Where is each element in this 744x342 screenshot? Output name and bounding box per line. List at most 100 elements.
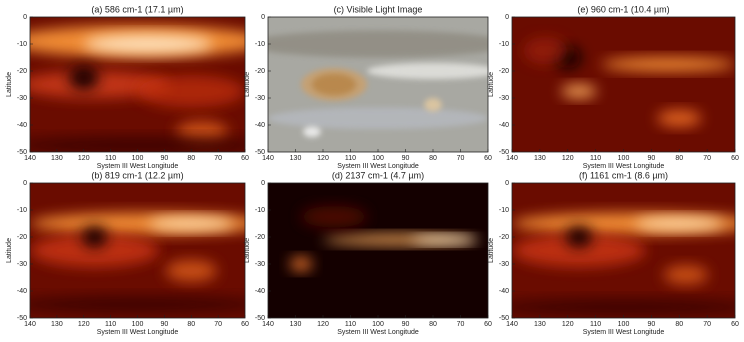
y-axis-label: Latitude <box>244 238 251 263</box>
image-feature <box>312 73 356 96</box>
y-tick-label: -20 <box>17 234 27 241</box>
y-tick-label: -10 <box>17 207 27 214</box>
panel-title: (c) Visible Light Image <box>334 4 423 14</box>
image-feature <box>301 205 367 228</box>
x-tick-label: 60 <box>484 321 492 328</box>
panel-image <box>268 17 488 152</box>
x-tick-label: 120 <box>562 321 574 328</box>
x-tick-label: 70 <box>703 321 711 328</box>
y-tick-label: -20 <box>499 234 509 241</box>
x-tick-label: 120 <box>317 321 329 328</box>
x-tick-label: 130 <box>534 321 546 328</box>
x-axis-label: System III West Longitude <box>97 163 179 170</box>
x-tick-label: 120 <box>78 155 90 162</box>
x-tick-label: 60 <box>484 155 492 162</box>
x-tick-label: 70 <box>457 321 465 328</box>
image-feature <box>83 34 213 54</box>
x-tick-label: 140 <box>24 321 36 328</box>
panel-image <box>268 183 488 318</box>
image-background <box>268 183 488 318</box>
x-tick-label: 110 <box>105 155 116 162</box>
x-tick-label: 70 <box>214 155 222 162</box>
y-tick-label: -20 <box>499 68 509 75</box>
x-axis-label: System III West Longitude <box>337 163 419 170</box>
x-tick-label: 120 <box>78 321 90 328</box>
y-tick-label: -30 <box>255 261 265 268</box>
x-tick-label: 90 <box>647 155 655 162</box>
x-tick-label: 100 <box>618 155 630 162</box>
y-tick-label: -50 <box>17 149 27 156</box>
image-feature <box>663 265 709 285</box>
x-tick-label: 110 <box>105 321 116 328</box>
panel: 140 130 120 110 100 90 80 70 60 0 -10 -20 -30 -40 -50 (… <box>244 170 492 335</box>
x-tick-label: 80 <box>675 321 683 328</box>
x-tick-label: 130 <box>51 155 63 162</box>
image-feature <box>30 71 170 98</box>
y-tick-label: 0 <box>505 14 509 21</box>
x-tick-label: 90 <box>160 155 168 162</box>
x-axis-label: System III West Longitude <box>583 163 665 170</box>
image-feature <box>561 84 597 98</box>
y-tick-label: -50 <box>255 149 265 156</box>
image-feature <box>424 98 442 112</box>
panel-image <box>512 183 735 318</box>
panel: 140 130 120 110 100 90 80 70 60 0 -10 -20 -30 -40 -50 (… <box>488 4 739 169</box>
y-tick-label: -10 <box>255 41 265 48</box>
x-tick-label: 100 <box>372 155 384 162</box>
image-feature <box>81 226 108 248</box>
x-tick-label: 80 <box>187 321 195 328</box>
y-tick-label: -30 <box>255 95 265 102</box>
image-feature <box>268 30 488 58</box>
image-feature <box>30 234 159 267</box>
x-tick-label: 60 <box>731 321 739 328</box>
y-tick-label: -40 <box>499 122 509 129</box>
x-tick-label: 140 <box>262 321 274 328</box>
x-tick-label: 110 <box>345 155 356 162</box>
y-tick-label: 0 <box>23 180 27 187</box>
image-feature <box>30 296 245 313</box>
y-tick-label: -50 <box>499 315 509 322</box>
x-tick-label: 110 <box>590 321 601 328</box>
x-tick-label: 80 <box>187 155 195 162</box>
x-tick-label: 130 <box>51 321 63 328</box>
y-tick-label: -40 <box>499 288 509 295</box>
y-tick-label: -30 <box>17 95 27 102</box>
image-feature <box>523 37 568 65</box>
x-axis-label: System III West Longitude <box>337 329 419 336</box>
image-feature <box>601 57 735 71</box>
x-tick-label: 60 <box>241 155 249 162</box>
x-axis-label: System III West Longitude <box>583 329 665 336</box>
panel-title: (a) 586 cm-1 (17.1 µm) <box>91 4 183 14</box>
x-tick-label: 70 <box>214 321 222 328</box>
y-axis-label: Latitude <box>6 238 13 263</box>
x-tick-label: 110 <box>590 155 601 162</box>
image-feature <box>367 62 488 80</box>
y-axis-label: Latitude <box>6 72 13 97</box>
image-feature <box>68 65 99 90</box>
y-tick-label: -20 <box>17 68 27 75</box>
y-tick-label: -50 <box>255 315 265 322</box>
x-tick-label: 130 <box>290 155 302 162</box>
y-tick-label: -10 <box>17 41 27 48</box>
image-feature <box>290 257 312 271</box>
x-tick-label: 100 <box>132 321 144 328</box>
y-tick-label: 0 <box>23 14 27 21</box>
image-feature <box>411 235 477 244</box>
x-tick-label: 90 <box>647 321 655 328</box>
image-feature <box>512 234 646 267</box>
x-tick-label: 90 <box>402 155 410 162</box>
x-tick-label: 70 <box>703 155 711 162</box>
y-tick-label: -50 <box>17 315 27 322</box>
x-tick-label: 80 <box>429 155 437 162</box>
panel: 140 130 120 110 100 90 80 70 60 0 -10 -20 -30 -40 -50 (… <box>488 170 739 336</box>
y-axis-label: Latitude <box>488 238 495 263</box>
y-tick-label: -40 <box>255 122 265 129</box>
image-feature <box>634 216 724 231</box>
x-tick-label: 80 <box>429 321 437 328</box>
panel-title: (d) 2137 cm-1 (4.7 µm) <box>332 170 424 180</box>
y-tick-label: -30 <box>499 95 509 102</box>
y-tick-label: 0 <box>261 180 265 187</box>
x-tick-label: 60 <box>731 155 739 162</box>
x-tick-label: 100 <box>132 155 144 162</box>
panel-image <box>30 17 245 152</box>
